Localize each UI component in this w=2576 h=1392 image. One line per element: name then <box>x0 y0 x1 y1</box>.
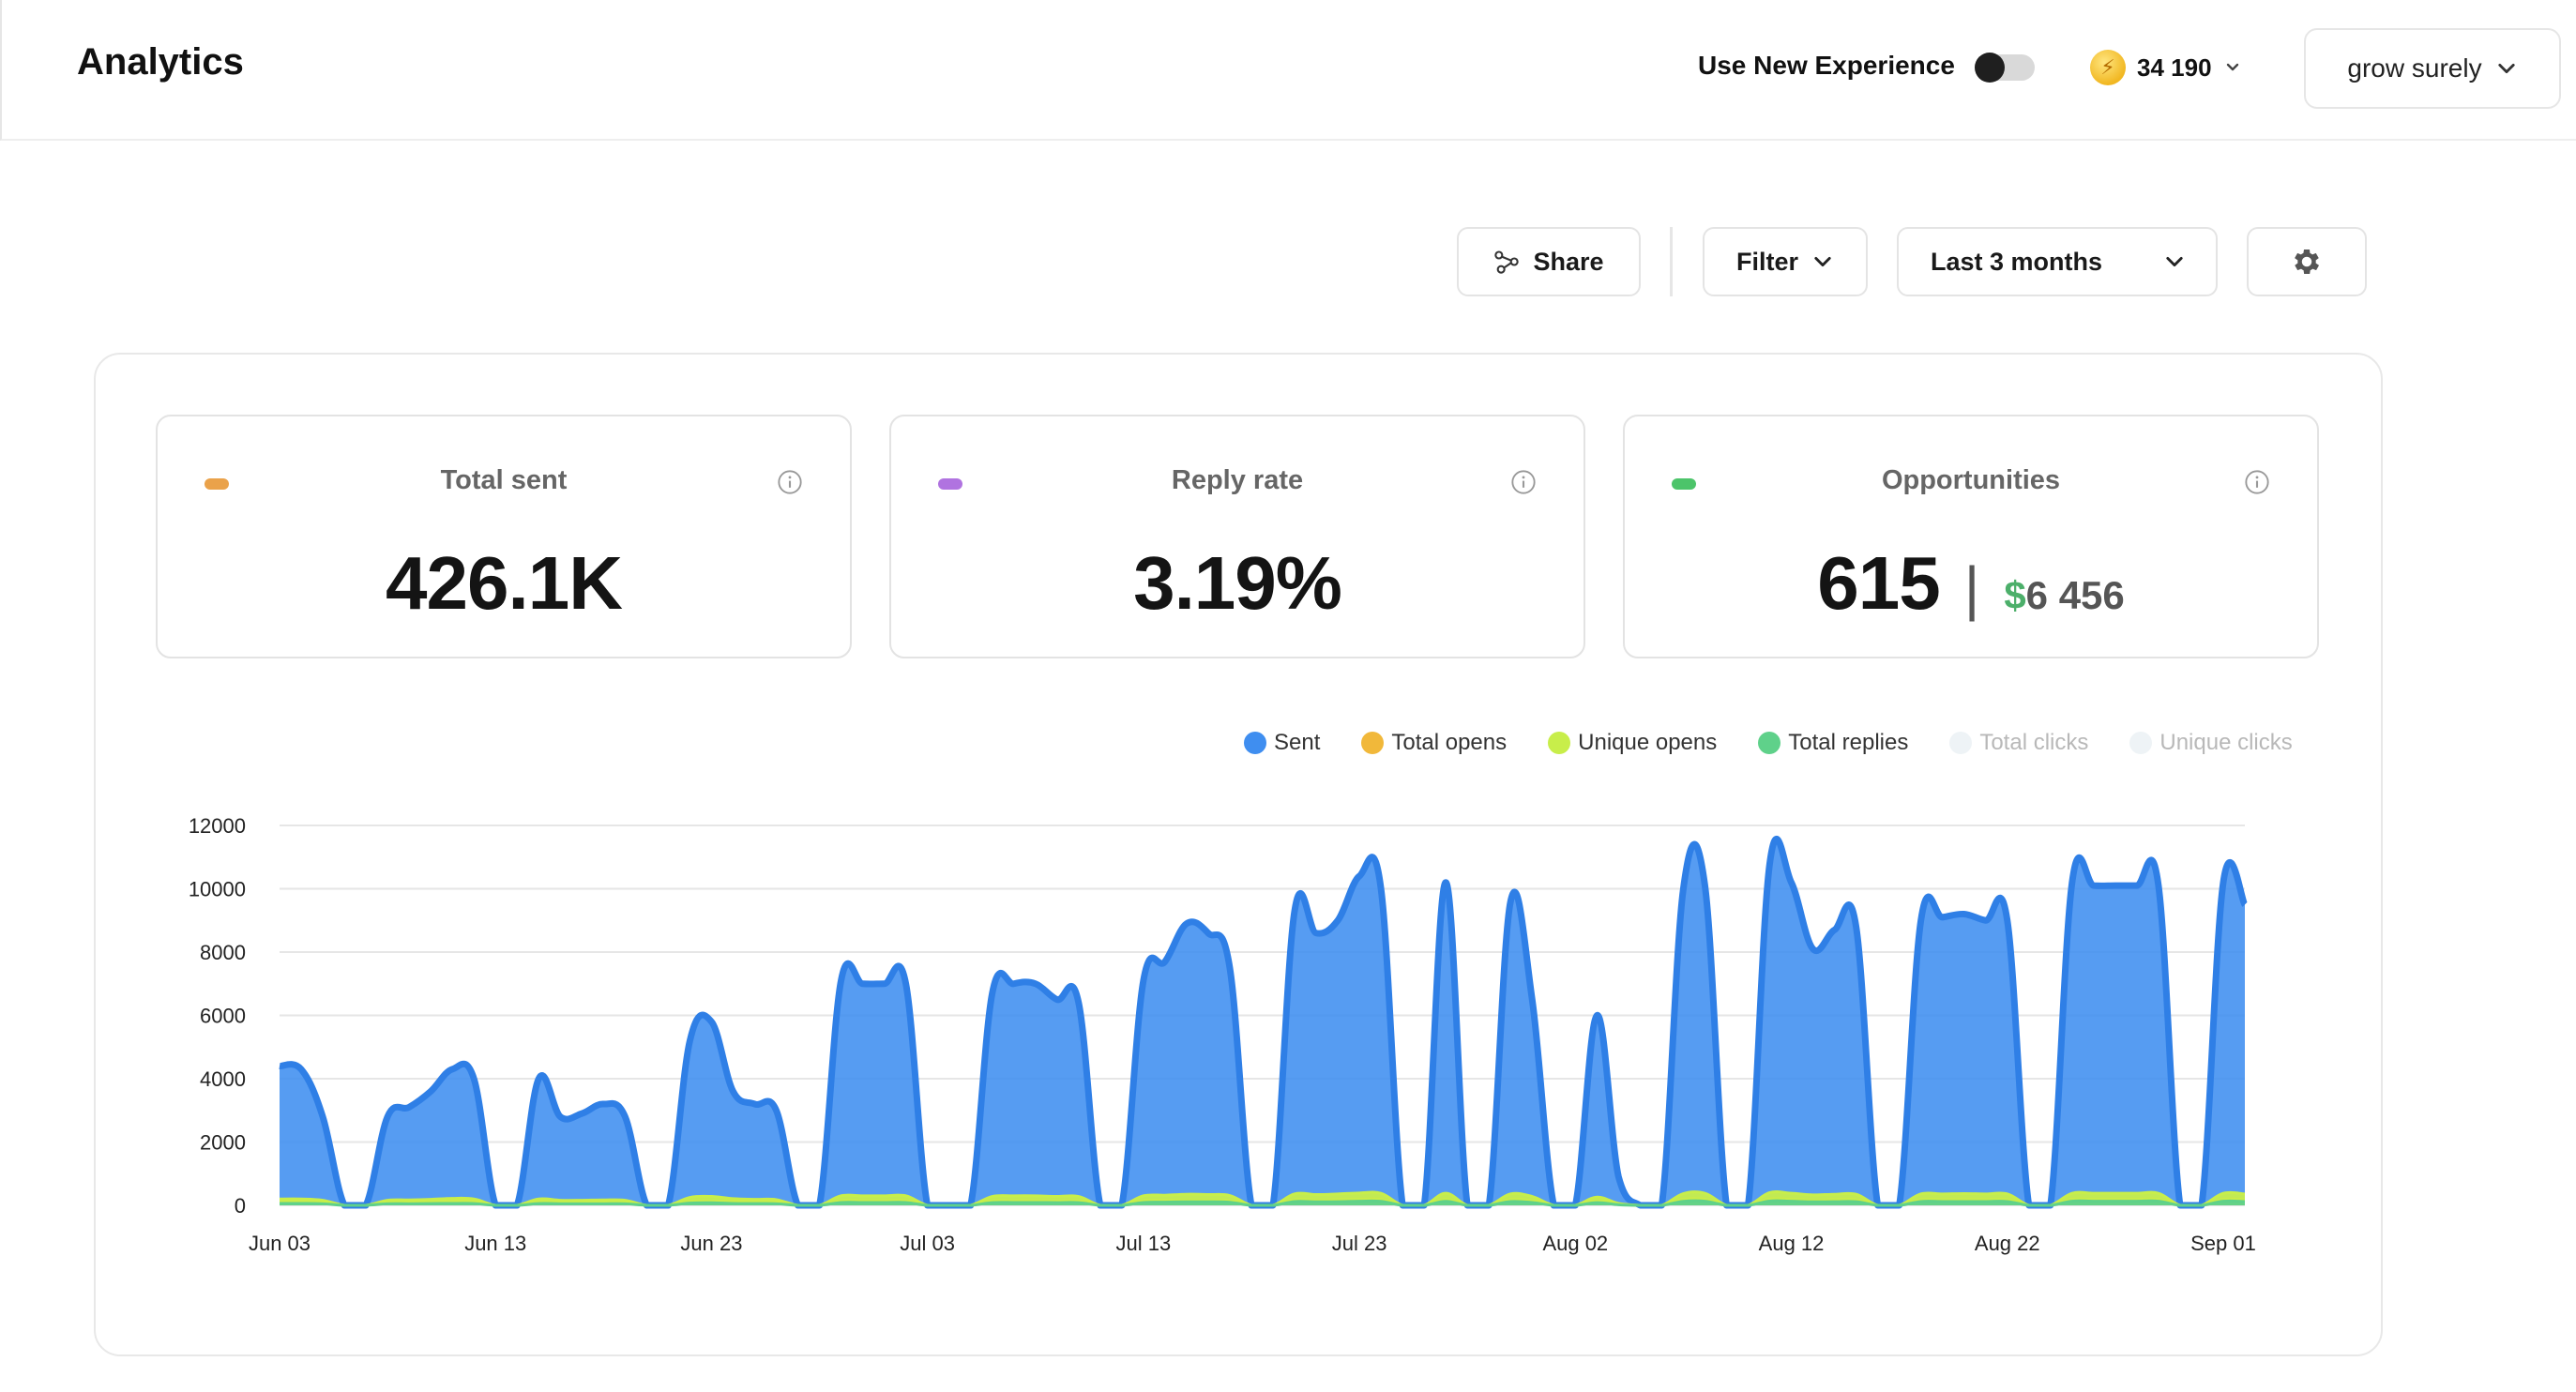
x-tick-label: Jul 03 <box>900 1232 955 1255</box>
legend-item-total-opens[interactable]: Total opens <box>1361 730 1507 756</box>
lightning-bolt-icon: ⚡ <box>2090 50 2126 85</box>
chevron-down-icon <box>2226 63 2238 71</box>
chevron-down-icon <box>2166 256 2183 267</box>
x-tick-label: Jul 23 <box>1332 1232 1387 1255</box>
kpi-separator: | <box>1963 554 1980 622</box>
series-line-sent <box>279 835 2249 1209</box>
kpi-title: Reply rate <box>1171 465 1304 495</box>
y-tick-label: 4000 <box>200 1067 246 1091</box>
x-tick-label: Jun 13 <box>464 1232 526 1255</box>
workspace-name: grow surely <box>2347 53 2482 83</box>
y-tick-label: 0 <box>235 1194 246 1218</box>
date-range-label: Last 3 months <box>1931 247 2103 276</box>
series-line-total-replies <box>279 1199 2246 1207</box>
chevron-down-icon <box>1814 256 1831 267</box>
gear-icon <box>2295 249 2320 275</box>
share-label: Share <box>1533 247 1604 276</box>
legend-item-total-replies[interactable]: Total replies <box>1758 730 1908 756</box>
kpi-value: 3.19% <box>1133 541 1342 625</box>
legend-item-unique-opens[interactable]: Unique opens <box>1548 730 1717 756</box>
settings-button[interactable] <box>2247 227 2367 296</box>
legend-dot <box>1949 732 1973 754</box>
share-button[interactable]: Share <box>1457 227 1641 296</box>
kpi-color-pill <box>1672 478 1696 490</box>
date-range-select[interactable]: Last 3 months <box>1897 227 2218 296</box>
new-experience-label: Use New Experience <box>1698 51 1955 80</box>
top-bar: Analytics Use New Experience ⚡ 34 190 gr… <box>0 0 2576 141</box>
page-title: Analytics <box>77 41 244 83</box>
kpi-color-pill <box>938 478 962 490</box>
legend-label: Sent <box>1274 730 1321 755</box>
legend-dot <box>1758 732 1781 754</box>
credits-dropdown[interactable]: ⚡ 34 190 <box>2090 47 2242 88</box>
legend-item-unique-clicks[interactable]: Unique clicks <box>2129 730 2293 756</box>
y-tick-label: 2000 <box>200 1131 246 1155</box>
y-tick-label: 6000 <box>200 1005 246 1028</box>
opportunity-amount: 6 456 <box>2025 573 2125 617</box>
chart-legend: Sent Total opens Unique opens Total repl… <box>1244 730 2293 756</box>
opportunity-value: $6 456 <box>2004 573 2124 618</box>
share-icon <box>1494 250 1520 274</box>
x-tick-label: Aug 12 <box>1759 1232 1825 1255</box>
kpi-title: Opportunities <box>1881 465 2061 495</box>
legend-label: Total clicks <box>1979 730 2089 755</box>
y-tick-label: 12000 <box>189 814 246 838</box>
series-area-sent <box>280 839 2245 1205</box>
legend-item-total-clicks[interactable]: Total clicks <box>1949 730 2088 756</box>
info-icon[interactable] <box>777 469 803 495</box>
toolbar-divider <box>1670 227 1673 296</box>
info-icon[interactable] <box>2244 469 2270 495</box>
legend-label: Unique clicks <box>2159 730 2293 755</box>
currency-symbol: $ <box>2004 573 2026 617</box>
new-experience-toggle[interactable] <box>1975 53 2035 83</box>
legend-dot <box>2129 732 2153 754</box>
kpi-value: 426.1K <box>386 541 623 625</box>
x-tick-label: Jun 03 <box>249 1232 311 1255</box>
workspace-selector[interactable]: grow surely <box>2304 28 2561 109</box>
kpi-card-total-sent: Total sent 426.1K <box>156 415 852 658</box>
x-tick-label: Aug 22 <box>1975 1232 2040 1255</box>
legend-label: Total replies <box>1788 730 1909 755</box>
chevron-down-icon <box>2497 63 2515 74</box>
legend-label: Total opens <box>1391 730 1508 755</box>
x-tick-label: Jun 23 <box>680 1232 742 1255</box>
filter-label: Filter <box>1735 247 1798 276</box>
x-tick-label: Aug 02 <box>1542 1232 1608 1255</box>
y-tick-label: 10000 <box>189 878 246 901</box>
kpi-value-row: 615 | $6 456 <box>1625 540 2317 627</box>
legend-dot <box>1548 732 1571 754</box>
kpi-color-pill <box>205 478 229 490</box>
legend-label: Unique opens <box>1578 730 1718 755</box>
legend-dot <box>1361 732 1385 754</box>
kpi-card-reply-rate: Reply rate 3.19% <box>889 415 1585 658</box>
kpi-title: Total sent <box>440 465 568 495</box>
kpi-value: 615 <box>1817 541 1940 625</box>
y-tick-label: 8000 <box>200 941 246 964</box>
legend-dot <box>1244 732 1266 754</box>
x-tick-label: Jul 13 <box>1116 1232 1172 1255</box>
kpi-card-opportunities: Opportunities 615 | $6 456 <box>1623 415 2319 658</box>
sent-area-chart: 0 2000 4000 6000 8000 10000 12000 Jun 03 Jun 13 J… <box>189 814 2256 1255</box>
filter-button[interactable]: Filter <box>1703 227 1868 296</box>
x-tick-label: Sep 01 <box>2190 1232 2256 1255</box>
legend-item-sent[interactable]: Sent <box>1244 730 1320 756</box>
series-area-unique-opens <box>280 1191 2245 1205</box>
toggle-knob <box>1975 53 2005 83</box>
credits-value: 34 190 <box>2137 53 2212 82</box>
info-icon[interactable] <box>1510 469 1537 495</box>
